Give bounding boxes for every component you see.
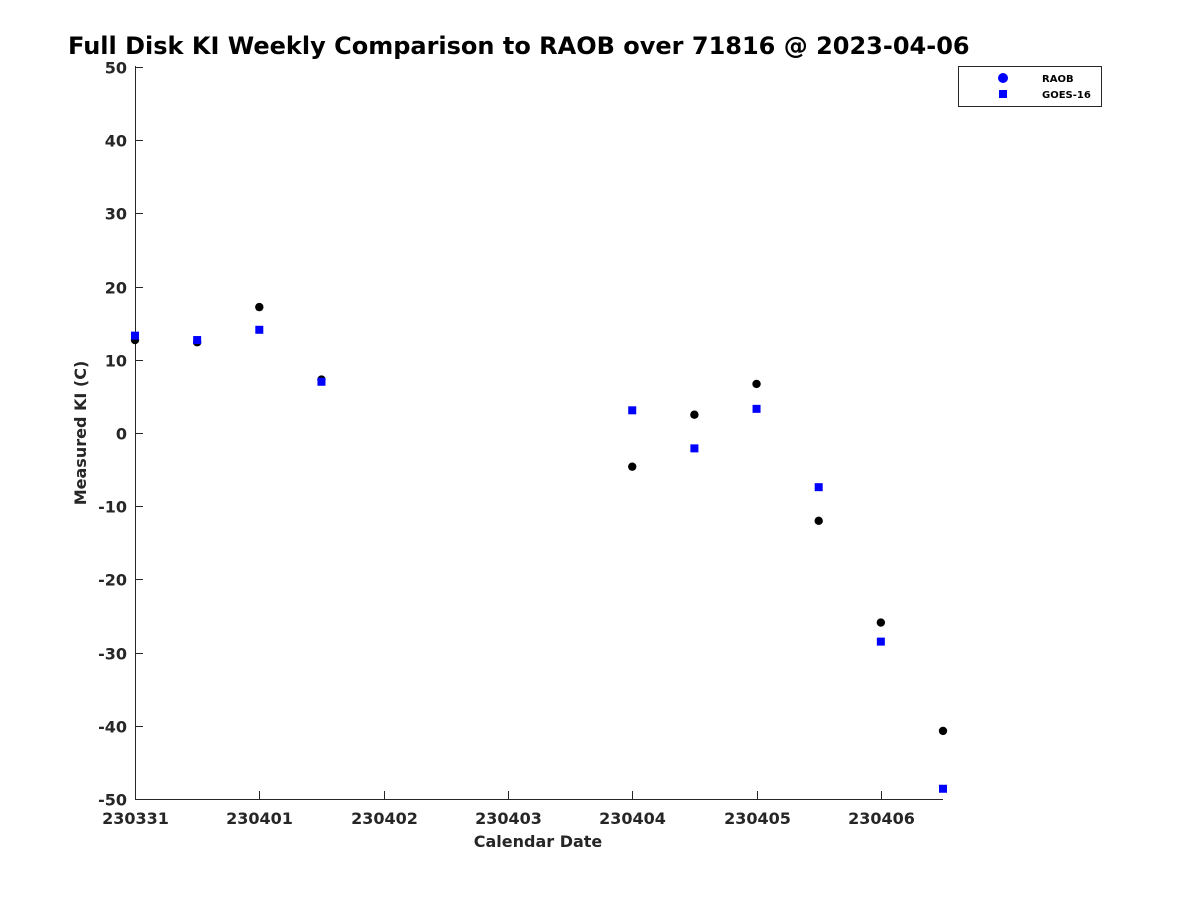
y-axis-label: Measured KI (C) <box>71 361 90 506</box>
x-axis-label: Calendar Date <box>474 832 603 851</box>
point-goes16 <box>752 404 761 413</box>
x-tick-label: 230401 <box>226 809 293 828</box>
x-tick-label: 230406 <box>848 809 915 828</box>
point-goes16 <box>131 331 139 340</box>
point-goes16 <box>255 325 264 334</box>
chart-title: Full Disk KI Weekly Comparison to RAOB o… <box>68 32 970 60</box>
x-tick-label: 230405 <box>724 809 791 828</box>
point-goes16 <box>939 784 947 793</box>
y-tick-label: 40 <box>105 132 127 151</box>
x-tick-label: 230404 <box>599 809 666 828</box>
data-points <box>130 302 948 793</box>
point-raob <box>255 302 264 312</box>
y-tick-label: -50 <box>98 791 127 810</box>
axes <box>135 66 943 800</box>
point-goes16 <box>628 406 637 415</box>
x-ticks: 230331 230401 230402 230403 230404 230405 2304… <box>102 791 915 828</box>
legend-marker-raob <box>998 73 1008 83</box>
y-tick-label: -10 <box>98 498 127 517</box>
x-tick-label: 230331 <box>102 809 169 828</box>
point-goes16 <box>690 444 699 453</box>
x-tick-label: 230402 <box>351 809 418 828</box>
point-raob <box>690 410 699 419</box>
y-tick-label: 0 <box>116 425 127 444</box>
x-tick-label: 230403 <box>475 809 542 828</box>
y-tick-label: -30 <box>98 645 127 664</box>
point-raob <box>814 516 823 526</box>
legend: RAOB GOES-16 <box>958 66 1102 107</box>
legend-label-raob: RAOB <box>1042 74 1074 85</box>
y-tick-label: 50 <box>105 59 127 78</box>
point-raob <box>752 379 761 389</box>
y-tick-label: -20 <box>98 571 127 590</box>
y-tick-label: 30 <box>105 205 127 224</box>
point-goes16 <box>317 377 326 386</box>
point-raob <box>938 726 948 736</box>
point-goes16 <box>193 336 202 345</box>
point-raob <box>628 462 637 471</box>
point-raob <box>876 618 886 627</box>
y-tick-label: 10 <box>105 352 127 371</box>
point-goes16 <box>814 483 823 492</box>
point-goes16 <box>876 637 885 646</box>
y-tick-label: 20 <box>105 279 127 298</box>
legend-box <box>958 66 1102 107</box>
legend-marker-goes16 <box>999 90 1007 98</box>
y-ticks: 50 40 30 20 10 0 -10 -20 -30 -40 -50 <box>98 59 143 810</box>
legend-label-goes16: GOES-16 <box>1042 90 1091 101</box>
y-tick-label: -40 <box>98 718 127 737</box>
